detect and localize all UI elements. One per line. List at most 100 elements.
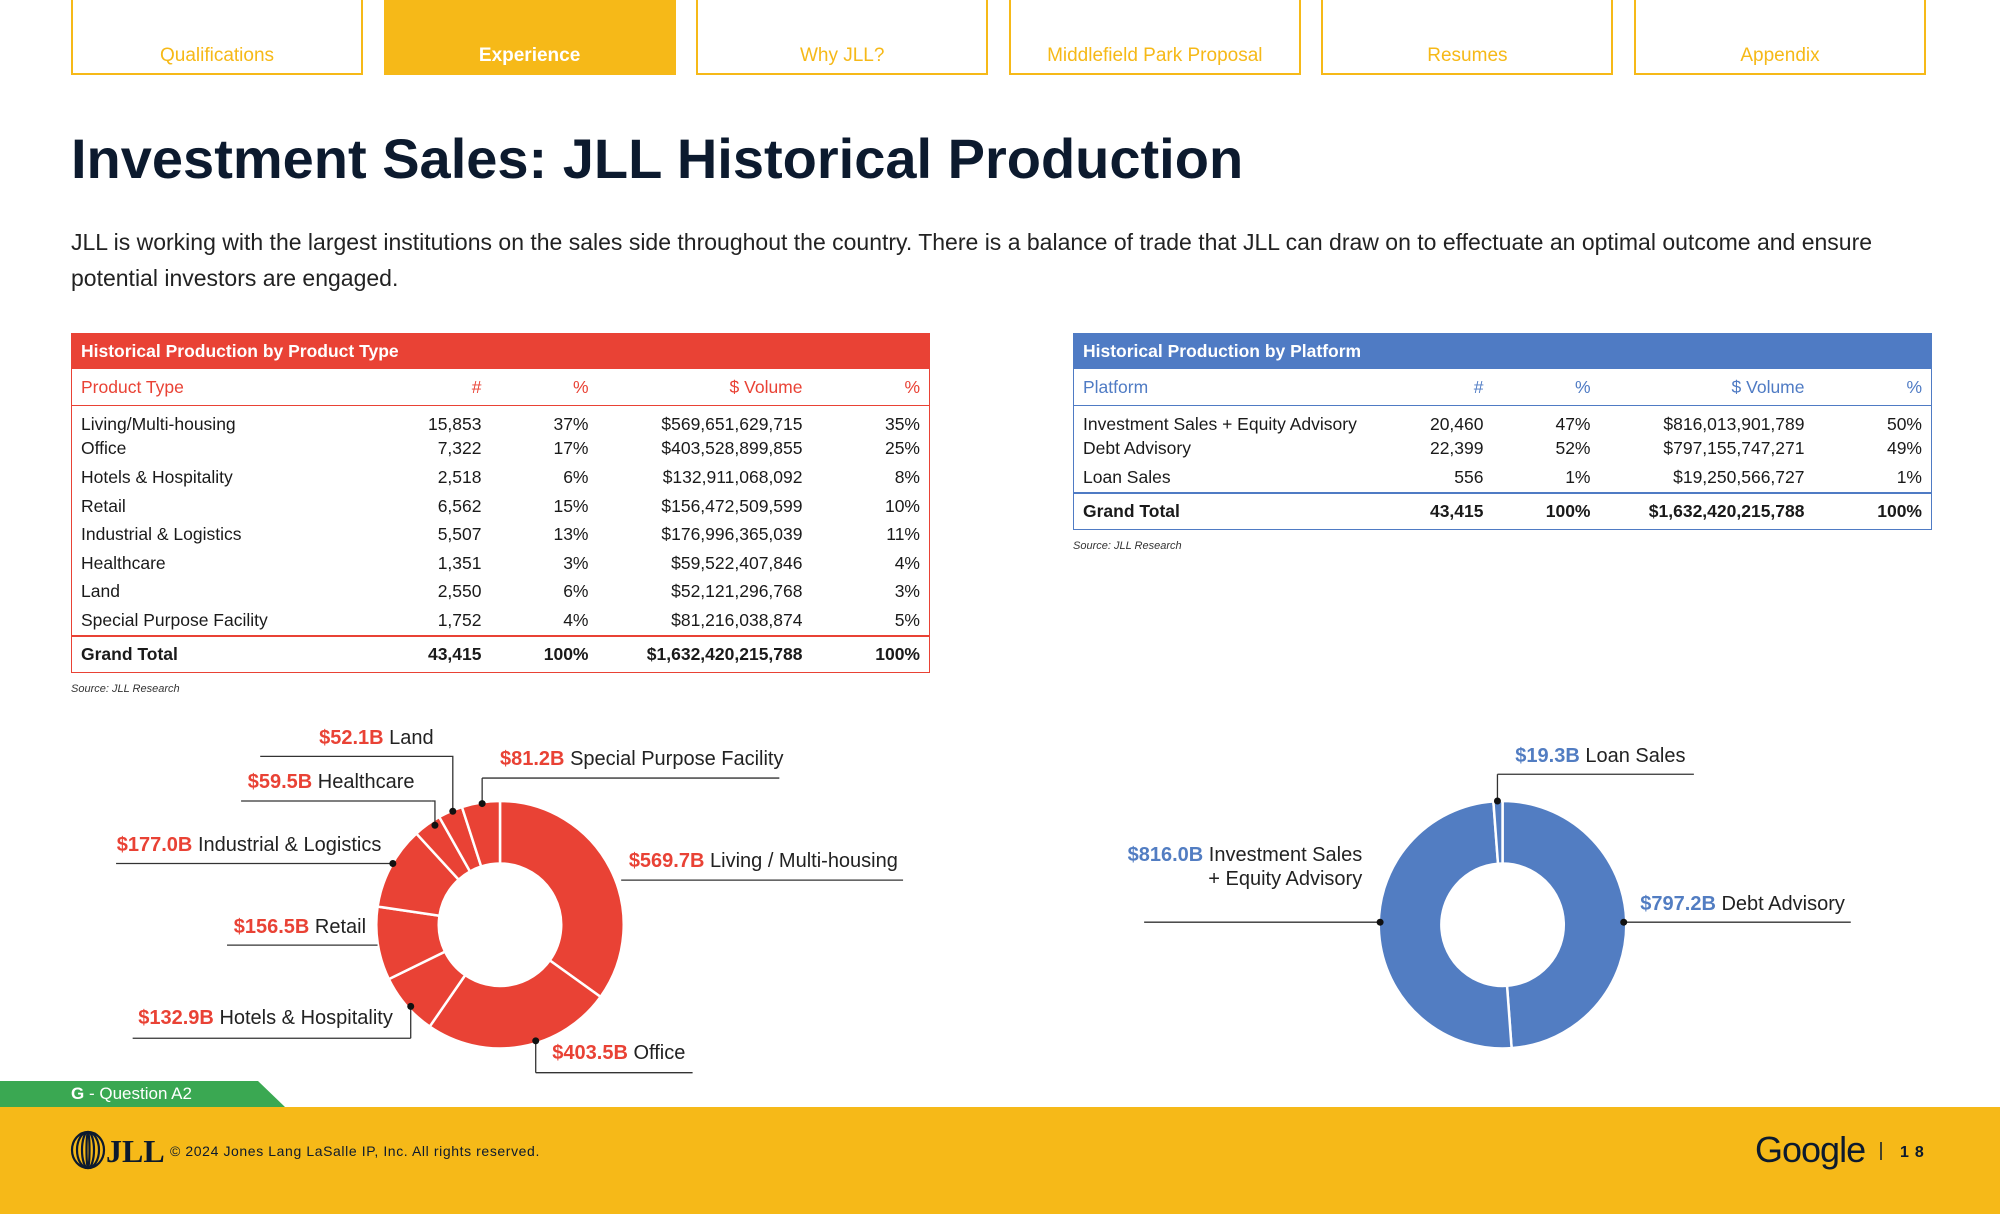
slice-category: Debt Advisory [1721, 892, 1845, 915]
slice-value: $403.5B [552, 1041, 628, 1064]
table-cell: 2,550 [437, 581, 482, 602]
table-title: Historical Production by Product Type [81, 341, 399, 361]
callout-leader [451, 755, 454, 812]
donut-slice [387, 949, 467, 1029]
table-cell: $403,528,899,855 [661, 438, 803, 459]
table-cell: $59,522,407,846 [671, 552, 803, 573]
table-cell: 556 [1454, 466, 1484, 487]
donut-slice [414, 815, 472, 882]
table-row: Office 7,322 17% $403,528,899,855 25% [72, 435, 930, 464]
table-cell: 20,460 [1429, 413, 1484, 434]
nav-tab-label: Experience [478, 45, 581, 66]
table-cell: 25% [884, 438, 920, 459]
table-title: Historical Production by Platform [1083, 341, 1362, 361]
column-header: $ Volume [729, 376, 803, 397]
table-cell: Living/Multi-housing [81, 413, 236, 434]
nav-tab[interactable]: Resumes [1321, 0, 1614, 75]
slice-category: Living / Multi-housing [710, 850, 898, 873]
total-cell: 43,415 [1429, 500, 1484, 521]
brand-logo: Google [1755, 1129, 1865, 1170]
table-cell: Hotels & Hospitality [81, 466, 233, 487]
tag-letter: G [71, 1084, 84, 1103]
slice-value: $81.2B [500, 748, 565, 771]
callout-dot [1376, 918, 1384, 926]
tag-label: - Question A2 [89, 1084, 192, 1103]
callout-dot [407, 1002, 415, 1010]
slice-value: $52.1B [319, 726, 384, 749]
title-row: Historical Production by Platform [1073, 333, 1932, 369]
table-cell: $156,472,509,599 [661, 495, 803, 516]
callout-dot [1620, 918, 1628, 926]
table-cell: 1,752 [437, 609, 482, 630]
total-cell: Grand Total [1083, 500, 1180, 521]
table-cell: 17% [553, 438, 589, 459]
table-row: Hotels & Hospitality 2,518 6% $132,911,068,… [72, 463, 930, 492]
table-row: Land 2,550 6% $52,121,296,768 3% [72, 578, 930, 607]
slice-category: Retail [314, 915, 367, 938]
nav-tab[interactable]: Experience [383, 0, 676, 75]
page-title: Investment Sales: JLL Historical Product… [71, 127, 1244, 190]
slice-category: Healthcare [317, 771, 415, 794]
table-row: Debt Advisory 22,399 52% $797,155,747,271 49… [1074, 435, 1932, 464]
column-header: % [1574, 376, 1591, 397]
table-cell: Investment Sales + Equity Advisory [1083, 413, 1357, 434]
table-cell: 52% [1555, 438, 1591, 459]
table-cell: 15,853 [427, 413, 482, 434]
table-cell: 50% [1886, 413, 1922, 434]
table-row: Healthcare 1,351 3% $59,522,407,846 4% [72, 549, 930, 578]
total-cell: Grand Total [81, 643, 178, 664]
table-cell: $816,013,901,789 [1663, 413, 1805, 434]
total-cell: 100% [875, 643, 920, 664]
slice-value: $156.5B [233, 915, 310, 938]
table-cell: $176,996,365,039 [661, 524, 803, 545]
table-cell: 6% [563, 581, 589, 602]
slice-category: Hotels & Hospitality [219, 1007, 393, 1030]
total-row: Grand Total 43,415 100% $1,632,420,215,788 1… [71, 635, 930, 673]
slice-label: $569.7B Living / Multi-housing [629, 849, 922, 873]
table-cell: 49% [1886, 438, 1922, 459]
slice-label: $59.5B Healthcare [191, 770, 415, 794]
nav-tab[interactable]: Appendix [1634, 0, 1926, 75]
column-header: Platform [1083, 376, 1149, 397]
data-table: Historical Production by Platform Platfor… [1073, 333, 1932, 530]
footer-art: JLL © 2024 Jones Lang LaSalle IP, Inc. A… [70, 1129, 1924, 1170]
copyright: © 2024 Jones Lang LaSalle IP, Inc. All r… [170, 1143, 540, 1159]
table-cell: 4% [894, 552, 920, 573]
slice-value: $177.0B [116, 833, 193, 856]
jll-logo: JLL [106, 1133, 165, 1169]
column-header: % [572, 376, 589, 397]
nav-tab[interactable]: Why JLL? [696, 0, 989, 75]
total-row: Grand Total 43,415 100% $1,632,420,215,788 1… [1073, 492, 1932, 530]
data-table: Historical Production by Product Type Pro… [71, 333, 930, 673]
total-cell: $1,632,420,215,788 [646, 643, 803, 664]
table-cell: Retail [81, 495, 126, 516]
table-cell: 35% [884, 413, 920, 434]
table-cell: 6,562 [437, 495, 482, 516]
table-source: Source: JLL Research [1073, 539, 1182, 552]
table-row: Industrial & Logistics 5,507 13% $176,996,3… [72, 520, 930, 549]
nav-tab-label: Middlefield Park Proposal [1047, 45, 1263, 66]
question-tag: G - Question A2 [0, 1081, 285, 1107]
column-header: # [1473, 376, 1484, 397]
total-cell: 100% [1545, 500, 1591, 521]
table-cell: 6% [563, 466, 589, 487]
table-cell: Special Purpose Facility [81, 609, 268, 630]
nav-tab-label: Why JLL? [799, 45, 885, 66]
donut-slice [1492, 799, 1504, 866]
column-header: Product Type [81, 376, 184, 397]
donut-slice [427, 958, 603, 1050]
nav-tab[interactable]: Qualifications [71, 0, 363, 75]
slice-category: Industrial & Logistics [197, 833, 382, 856]
slice-label: $81.2B Special Purpose Facility [500, 747, 793, 771]
callout-dot [532, 1037, 540, 1045]
table-cell: 1,351 [437, 552, 482, 573]
slice-value: $132.9B [138, 1007, 214, 1030]
table-cell: $132,911,068,092 [662, 466, 803, 487]
table-cell: 5,507 [437, 524, 482, 545]
total-cell: 100% [1877, 500, 1922, 521]
table-cell: 1% [1565, 466, 1591, 487]
table-cell: 1% [1896, 466, 1922, 487]
donut-slice [1377, 800, 1513, 1050]
nav-tab[interactable]: Middlefield Park Proposal [1008, 0, 1301, 75]
